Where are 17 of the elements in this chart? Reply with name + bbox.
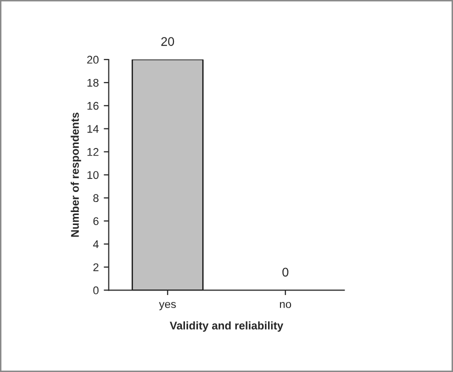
y-tick-label: 6 — [93, 217, 99, 226]
y-tick-label: 20 — [87, 56, 99, 64]
y-tick-label: 18 — [87, 78, 99, 87]
y-tick-label: 0 — [93, 286, 99, 294]
y-axis-title: Number of respondents — [70, 112, 82, 237]
data-label: 20 — [161, 37, 174, 46]
x-axis-title: Validity and reliability — [170, 321, 284, 332]
y-tick-label: 12 — [87, 148, 98, 156]
y-tick-label: 4 — [93, 240, 99, 248]
y-tick-label: 16 — [87, 102, 99, 110]
y-tick-label: 10 — [87, 171, 99, 179]
y-tick-label: 14 — [87, 125, 99, 133]
y-tick-label: 8 — [93, 194, 99, 202]
x-tick-label: no — [280, 302, 292, 308]
y-tick-label: 2 — [93, 263, 98, 272]
data-label: 0 — [282, 268, 288, 277]
x-tick-label: yes — [158, 302, 176, 310]
